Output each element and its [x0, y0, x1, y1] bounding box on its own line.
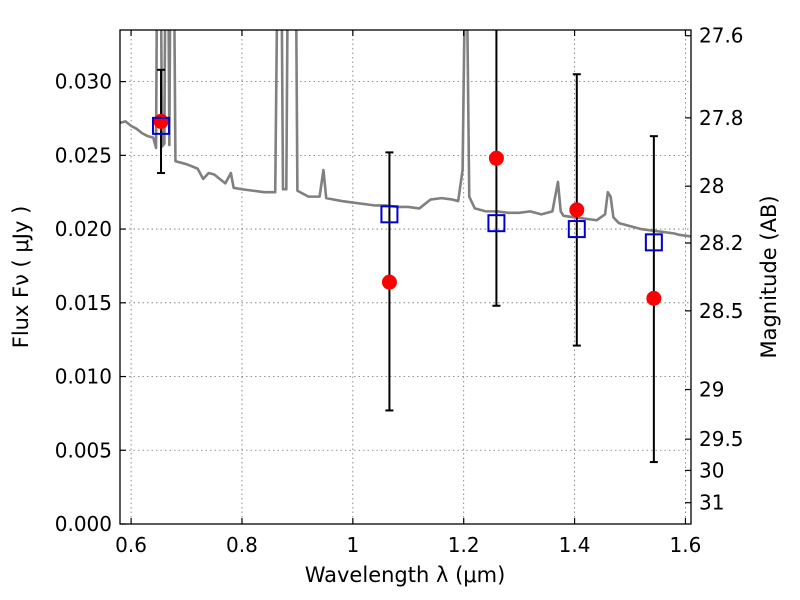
sed-model-line — [120, 30, 691, 238]
x-tick-label: 0.6 — [115, 533, 147, 557]
model-photometry-square — [567, 220, 586, 239]
axes-layer: 0.6 0.8 1 1.2 1.4 1.6 0.000 0.005 0.010 0.015 0.02… — [55, 24, 744, 557]
y-axis-label: Flux Fν ( μJy ) — [9, 206, 33, 349]
x-axis-label: Wavelength λ (μm) — [305, 563, 506, 587]
y-tick-label: 0.020 — [55, 217, 112, 241]
right-tick-label: 27.6 — [699, 24, 744, 48]
right-tick-label: 29.5 — [699, 427, 744, 451]
x-tick-label: 1.4 — [559, 533, 591, 557]
y-tick-label: 0.030 — [55, 70, 112, 94]
model-photometry-square — [152, 116, 171, 135]
model-photometry-square — [644, 233, 663, 252]
right-tick-label: 31 — [699, 491, 724, 515]
y-tick-label: 0.025 — [55, 143, 112, 167]
right-tick-label: 30 — [699, 458, 724, 482]
observed-point — [381, 274, 397, 290]
observed-point — [569, 202, 585, 218]
observed-point — [646, 290, 662, 306]
x-tick-label: 1.2 — [448, 533, 480, 557]
y-tick-label: 0.005 — [55, 438, 112, 462]
right-tick-label: 29 — [699, 378, 724, 402]
right-tick-label: 27.8 — [699, 106, 744, 130]
model-photometry-square — [487, 214, 506, 233]
x-tick-label: 1.6 — [670, 533, 702, 557]
model-photometry-square — [380, 205, 399, 224]
series-layer — [120, 30, 691, 464]
x-tick-label: 1 — [346, 533, 359, 557]
right-tick-label: 28 — [699, 174, 724, 198]
right-tick-label: 28.2 — [699, 231, 744, 255]
right-axis-label: Magnitude (AB) — [757, 195, 781, 358]
x-tick-label: 0.8 — [226, 533, 258, 557]
observed-point — [153, 113, 169, 129]
y-tick-label: 0.010 — [55, 365, 112, 389]
plot-frame — [119, 29, 692, 525]
observed-point — [488, 150, 504, 166]
y-tick-label: 0.000 — [55, 512, 112, 536]
right-tick-label: 28.5 — [699, 299, 744, 323]
y-tick-label: 0.015 — [55, 291, 112, 315]
